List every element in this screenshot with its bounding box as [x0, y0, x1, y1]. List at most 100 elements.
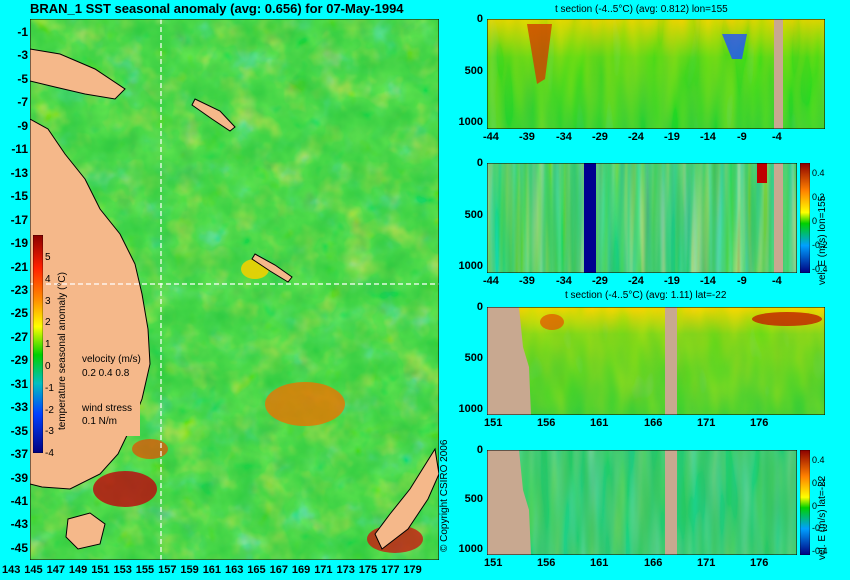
- longitude-tick-label: 159: [180, 564, 199, 576]
- longitude-tick-label: 143: [2, 564, 21, 576]
- longitude-tick-label: 167: [269, 564, 288, 576]
- map-colorbar-tick-label: 1: [45, 339, 51, 351]
- map-colorbar-tick-label: -4: [45, 448, 54, 460]
- latitude-tick-label: -9: [17, 118, 28, 133]
- map-colorbar-label: temperature seasonal anomaly (°C): [57, 272, 68, 430]
- longitude-tick-label: 161: [202, 564, 222, 576]
- section-depth-tick-label: 500: [464, 493, 483, 506]
- temp-section-lat-panel: [487, 307, 825, 415]
- section-depth-tick-label: 1000: [458, 542, 483, 555]
- longitude-tick-label: 163: [225, 564, 244, 576]
- longitude-tick-label: 157: [158, 564, 177, 576]
- legend-background: [58, 331, 140, 436]
- vel-colorbar-tick-label: 0.2: [812, 192, 825, 202]
- section-x-tick-label: 166: [644, 417, 663, 429]
- sst-anomaly-map: velocity (m/s) 0.2 0.4 0.8 wind stress 0…: [30, 19, 439, 560]
- map-colorbar-tick-label: 2: [45, 317, 51, 329]
- longitude-tick-label: 177: [381, 564, 400, 576]
- section-depth-tick-label: 1000: [458, 116, 483, 129]
- section-x-tick-label: -34: [556, 131, 572, 143]
- latitude-tick-label: -31: [10, 376, 28, 391]
- longitude-tick-label: 147: [46, 564, 65, 576]
- section-x-tick-label: -4: [772, 131, 782, 143]
- solomon-islands-landmass: [191, 98, 236, 132]
- latitude-tick-label: -3: [17, 48, 28, 63]
- section-x-tick-label: -19: [664, 275, 680, 287]
- latitude-tick-label: -13: [10, 165, 28, 180]
- section-x-tick-label: 171: [697, 417, 716, 429]
- section-depth-tick-label: 500: [464, 64, 483, 77]
- section-depth-tick-label: 0: [476, 301, 483, 313]
- vel-colorbar-tick-label: -0.2: [812, 240, 828, 250]
- map-colorbar: [33, 235, 43, 453]
- latitude-tick-label: -17: [10, 212, 28, 227]
- latitude-tick-label: -45: [10, 540, 28, 555]
- section-x-tick-label: -44: [483, 275, 499, 287]
- section-title-lon: t section (-4..5°C) (avg: 0.812) lon=155: [555, 4, 728, 15]
- section-x-tick-label: -9: [737, 131, 747, 143]
- vel-colorbar-lon: [800, 163, 810, 273]
- section-x-tick-label: -39: [519, 275, 535, 287]
- new-caledonia-landmass: [251, 253, 293, 283]
- latitude-tick-label: -7: [17, 95, 28, 110]
- longitude-tick-label: 153: [113, 564, 132, 576]
- wind-stress-label: wind stress: [81, 403, 132, 414]
- new-zealand-landmass: [374, 447, 439, 550]
- section-x-tick-label: 176: [750, 417, 769, 429]
- latitude-tick-label: -21: [10, 259, 28, 274]
- latitude-tick-label: -43: [10, 517, 28, 532]
- section-x-tick-label: -29: [592, 131, 608, 143]
- vel-colorbar-tick-label: 0.4: [812, 455, 825, 465]
- latitude-tick-label: -37: [10, 447, 28, 462]
- map-colorbar-tick-label: -3: [45, 426, 54, 438]
- section-x-tick-label: -19: [664, 131, 680, 143]
- map-colorbar-tick-label: 5: [45, 252, 51, 263]
- longitude-tick-label: 149: [68, 564, 88, 576]
- longitude-tick-label: 151: [91, 564, 110, 576]
- map-colorbar-tick-label: 4: [45, 273, 51, 285]
- longitude-tick-label: 171: [314, 564, 333, 576]
- warm-anomaly-patch: [132, 439, 168, 459]
- vel-colorbar-tick-label: 0.2: [812, 477, 825, 488]
- latitude-tick-label: -41: [10, 494, 28, 508]
- section-x-tick-label: 166: [644, 557, 663, 569]
- section-depth-tick-label: 0: [476, 444, 483, 456]
- latitude-tick-label: -35: [10, 423, 28, 438]
- latitude-tick-label: -1: [17, 25, 28, 39]
- section-depth-tick-label: 1000: [458, 402, 483, 415]
- section-x-tick-label: 156: [537, 557, 556, 569]
- latitude-tick-label: -23: [10, 282, 28, 297]
- copyright-text: © Copyright CSIRO 2006: [439, 439, 450, 552]
- latitude-tick-label: -39: [10, 470, 28, 485]
- latitude-tick-label: -33: [10, 400, 28, 415]
- section-depth-tick-label: 500: [464, 351, 483, 364]
- vel-colorbar-tick-label: 0.4: [812, 168, 825, 178]
- latitude-tick-label: -15: [10, 189, 28, 204]
- longitude-tick-label: 175: [358, 564, 378, 576]
- vel-colorbar-lat: [800, 450, 810, 555]
- section-depth-tick-label: 1000: [458, 260, 483, 273]
- section-x-tick-label: -4: [772, 275, 782, 287]
- latitude-tick-label: -5: [17, 71, 28, 86]
- section-title-lat: t section (-4..5°C) (avg: 1.11) lat=-22: [565, 290, 727, 301]
- latitude-tick-label: -29: [10, 353, 28, 368]
- temp-section-lon-panel: [487, 19, 825, 129]
- vel-colorbar-tick-label: 0: [812, 216, 818, 226]
- vel-section-lon-panel: [487, 163, 797, 273]
- section-x-tick-label: 161: [590, 557, 609, 569]
- section-x-tick-label: -24: [628, 131, 644, 143]
- section-depth-tick-label: 500: [464, 208, 483, 221]
- latitude-tick-label: -25: [10, 306, 28, 321]
- vel-colorbar-tick-label: -0.4: [812, 264, 828, 274]
- velocity-label: velocity (m/s): [82, 354, 141, 365]
- section-x-tick-label: 171: [697, 557, 716, 569]
- longitude-tick-label: 179: [403, 564, 422, 576]
- wind-stress-value: 0.1 N/m: [82, 416, 117, 427]
- velocity-values: 0.2 0.4 0.8: [82, 368, 130, 379]
- vel-section-lat-panel: [487, 450, 797, 555]
- vel-colorbar-tick-label: -0.4: [812, 546, 828, 556]
- section-depth-tick-label: 0: [476, 157, 483, 169]
- section-x-tick-label: 156: [537, 417, 556, 429]
- section-x-tick-label: -34: [556, 275, 572, 287]
- map-colorbar-tick-label: 0: [45, 361, 51, 372]
